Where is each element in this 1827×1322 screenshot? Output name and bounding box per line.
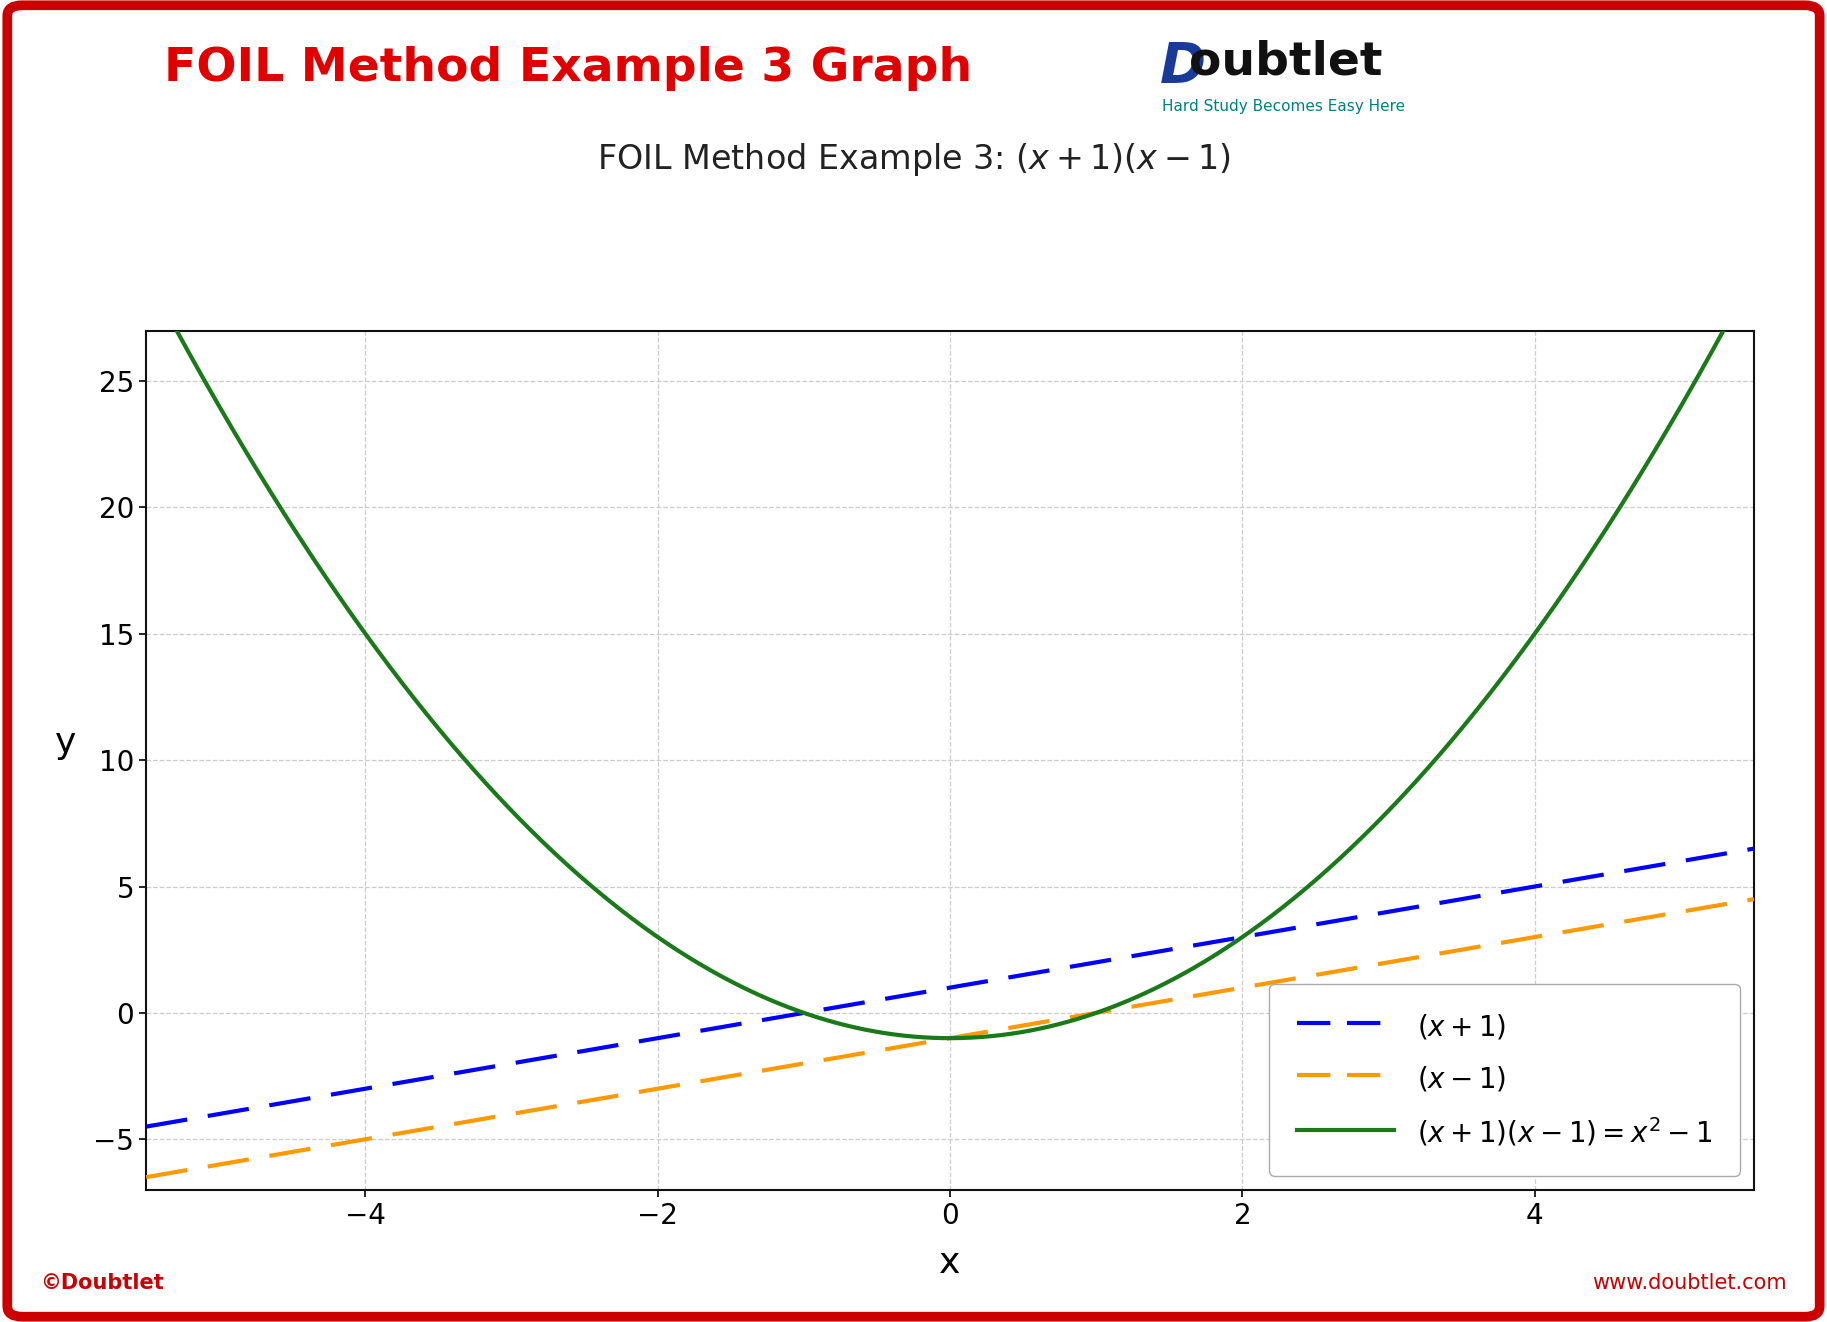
X-axis label: x: x: [939, 1247, 961, 1280]
Text: Hard Study Becomes Easy Here: Hard Study Becomes Easy Here: [1162, 99, 1405, 114]
Text: FOIL Method Example 3: $(x + 1)(x - 1)$: FOIL Method Example 3: $(x + 1)(x - 1)$: [597, 141, 1230, 178]
Text: www.doubtlet.com: www.doubtlet.com: [1591, 1273, 1787, 1293]
Text: oubtlet: oubtlet: [1189, 40, 1383, 85]
Text: D: D: [1160, 40, 1206, 94]
Text: FOIL Method Example 3 Graph: FOIL Method Example 3 Graph: [164, 46, 972, 91]
Y-axis label: y: y: [55, 726, 77, 760]
Text: ©Doubtlet: ©Doubtlet: [40, 1273, 164, 1293]
Legend: $(x + 1)$, $(x - 1)$, $(x + 1)(x - 1) = x^2 - 1$: $(x + 1)$, $(x - 1)$, $(x + 1)(x - 1) = …: [1270, 984, 1739, 1175]
